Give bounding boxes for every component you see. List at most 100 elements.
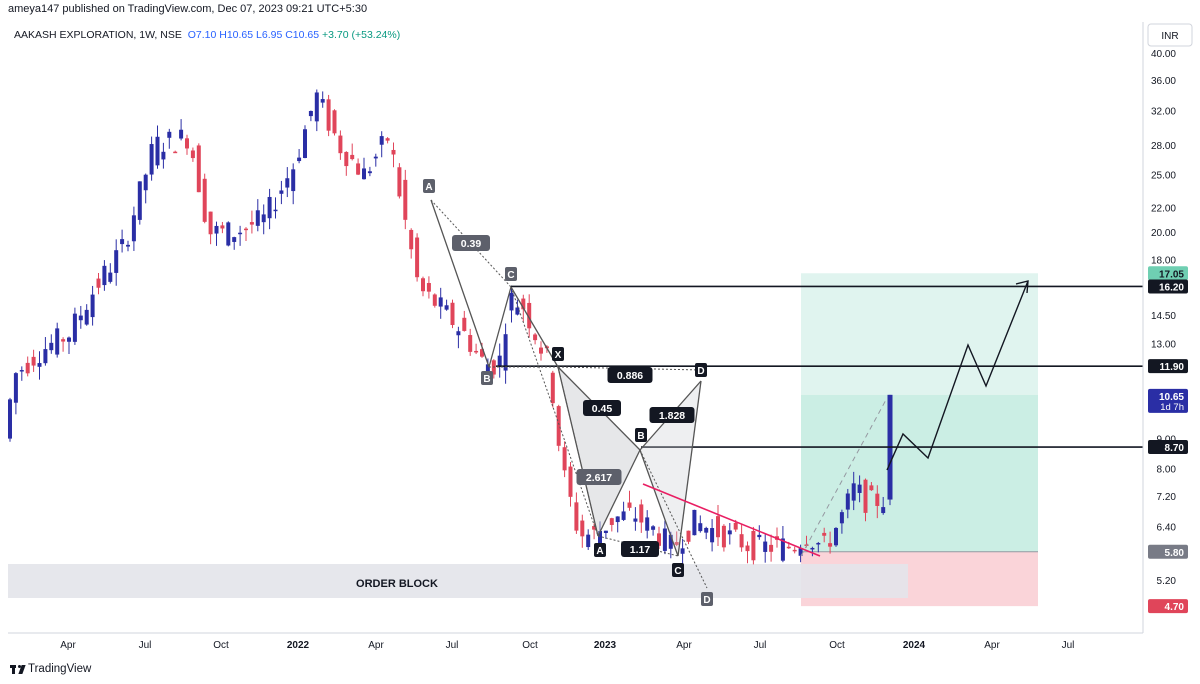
candle-body xyxy=(716,516,720,538)
candle-body xyxy=(244,228,248,231)
candle-body xyxy=(84,309,89,325)
x-tick-label: Apr xyxy=(368,640,384,651)
candle-body xyxy=(839,512,844,524)
tradingview-brand[interactable]: TradingView xyxy=(10,663,91,675)
candle-body xyxy=(710,528,715,543)
candle-body xyxy=(863,479,868,513)
candle-body xyxy=(161,151,166,160)
ratio-label-box xyxy=(452,235,490,251)
axes-layer: INR 40.00 36.00 32.00 28.00 25.00 22.00 20.00 18… xyxy=(8,22,1193,651)
candle-body xyxy=(792,549,797,552)
x-tick-label: Oct xyxy=(213,640,229,651)
candle-body xyxy=(550,372,555,404)
candle-body xyxy=(627,502,632,508)
candle-body xyxy=(562,447,567,471)
candle-body xyxy=(273,209,278,212)
candle-body xyxy=(226,222,231,246)
candle-body xyxy=(31,356,36,366)
candle-body xyxy=(72,313,77,342)
candle-body xyxy=(480,349,484,357)
candle-body xyxy=(385,138,390,141)
candle-body xyxy=(845,493,850,510)
pattern-leg xyxy=(430,199,490,368)
x-tick-label: Apr xyxy=(60,640,76,651)
x-tick-label: Apr xyxy=(984,640,1000,651)
candle-body xyxy=(120,239,125,245)
candle-body xyxy=(297,157,302,162)
y-tick-label: 7.20 xyxy=(1157,492,1177,503)
point-label-box xyxy=(481,371,493,385)
y-tick-label: 22.00 xyxy=(1151,203,1176,214)
y-tick-label: 5.20 xyxy=(1157,576,1177,587)
candle-body xyxy=(603,530,608,533)
price-tag xyxy=(1148,440,1188,455)
candle-body xyxy=(568,466,573,497)
point-label-box xyxy=(701,592,713,606)
candle-body xyxy=(238,232,243,235)
point-label: D xyxy=(697,366,704,377)
y-tick-label: 9.00 xyxy=(1157,434,1177,445)
candle-body xyxy=(232,237,237,242)
candle-body xyxy=(450,302,455,325)
candle-body xyxy=(397,167,402,197)
candle-body xyxy=(379,136,384,145)
tradingview-logo-icon xyxy=(10,664,26,674)
drawings-layer: A B C X D B A C D 0.39 0.886 0.45 1.828 2.617 1.17 xyxy=(423,179,1143,606)
candle-body xyxy=(432,294,437,306)
point-label: B xyxy=(637,431,644,442)
price-tag xyxy=(1148,388,1188,413)
point-label-box xyxy=(505,267,517,281)
candle-body xyxy=(592,526,597,530)
candle-body xyxy=(680,548,685,554)
ohlc-close: C10.65 xyxy=(285,29,320,41)
ratio-label-box xyxy=(583,400,621,416)
candle-body xyxy=(214,225,219,234)
point-label: A xyxy=(596,546,603,557)
candle-body xyxy=(190,150,195,159)
candle-body xyxy=(391,149,396,155)
candle-body xyxy=(108,272,113,282)
candle-body xyxy=(167,131,172,138)
candle-body xyxy=(220,225,225,229)
candle-body xyxy=(255,210,260,226)
candle-body xyxy=(674,542,679,545)
pattern-triangle-2 xyxy=(640,381,701,556)
candle-body xyxy=(704,527,709,533)
point-label-box xyxy=(695,363,707,377)
symbol-legend[interactable]: AAKASH EXPLORATION, 1W, NSE O7.10 H10.65… xyxy=(14,29,400,41)
y-tick-label: 18.00 xyxy=(1151,255,1176,266)
ratio-label: 0.39 xyxy=(461,238,482,250)
candle-body xyxy=(468,335,473,352)
x-tick-label: 2023 xyxy=(594,640,617,651)
candle-body xyxy=(444,305,449,310)
candle-body xyxy=(539,347,543,354)
ratio-label: 2.617 xyxy=(586,472,612,484)
candle-body xyxy=(19,370,24,372)
candle-body xyxy=(763,541,768,552)
x-tick-label: Oct xyxy=(522,640,538,651)
candle-body xyxy=(645,517,650,531)
ratio-label: 0.45 xyxy=(592,403,613,415)
candle-body xyxy=(332,110,337,134)
candle-body xyxy=(55,328,60,355)
candle-body xyxy=(881,507,886,514)
pattern-leg xyxy=(510,286,559,368)
price-tag-label: 5.80 xyxy=(1165,548,1185,559)
point-label-box xyxy=(594,543,606,557)
candle-body xyxy=(509,292,514,311)
candle-body xyxy=(320,99,325,103)
forecast-path xyxy=(886,280,1029,471)
point-label: C xyxy=(507,270,514,281)
candle-body xyxy=(202,178,207,222)
y-tick-label: 28.00 xyxy=(1151,141,1176,152)
candle-body xyxy=(314,92,319,122)
price-tag-label: 8.70 xyxy=(1165,443,1185,454)
ratio-label-box xyxy=(576,469,622,485)
candle-body xyxy=(362,168,366,180)
y-tick-label: 36.00 xyxy=(1151,76,1176,87)
candle-body xyxy=(757,534,762,538)
projection-line xyxy=(800,397,888,557)
candle-body xyxy=(356,163,361,175)
candle-body xyxy=(869,485,874,491)
